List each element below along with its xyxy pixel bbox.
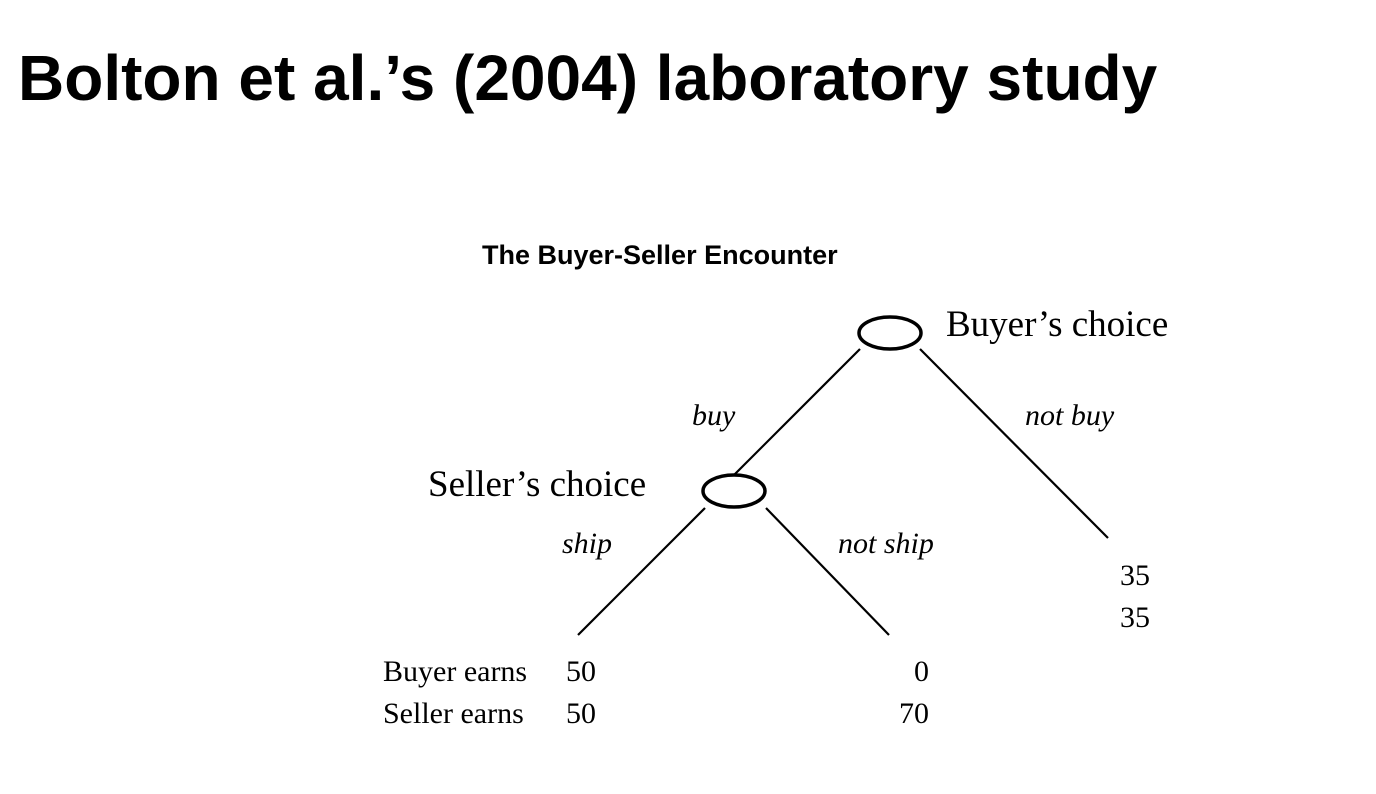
edge-not-ship bbox=[765, 507, 890, 636]
payoff-not-buy-seller: 35 bbox=[1120, 601, 1150, 634]
payoff-row-label-buyer: Buyer earns bbox=[383, 655, 527, 688]
payoff-ship-buyer: 50 bbox=[566, 655, 596, 688]
buyer-decision-node bbox=[857, 315, 923, 351]
branch-label-not-ship: not ship bbox=[838, 527, 934, 560]
branch-label-buy: buy bbox=[692, 399, 736, 432]
payoff-not-ship-seller: 70 bbox=[899, 697, 929, 730]
edge-not-buy bbox=[919, 348, 1109, 539]
payoff-row-label-seller: Seller earns bbox=[383, 697, 524, 730]
branch-label-not-buy: not buy bbox=[1025, 399, 1115, 432]
payoff-not-buy-buyer: 35 bbox=[1120, 559, 1150, 592]
edge-ship bbox=[577, 507, 706, 636]
branch-label-ship: ship bbox=[562, 527, 612, 560]
seller-decision-node bbox=[701, 473, 767, 509]
slide-title: Bolton et al.’s (2004) laboratory study bbox=[18, 42, 1158, 114]
buyer-choice-label: Buyer’s choice bbox=[946, 304, 1168, 345]
edge-buy bbox=[732, 348, 861, 477]
payoff-not-ship-buyer: 0 bbox=[914, 655, 929, 688]
seller-choice-label: Seller’s choice bbox=[428, 464, 646, 505]
payoff-ship-seller: 50 bbox=[566, 697, 596, 730]
figure-title: The Buyer-Seller Encounter bbox=[482, 240, 838, 270]
